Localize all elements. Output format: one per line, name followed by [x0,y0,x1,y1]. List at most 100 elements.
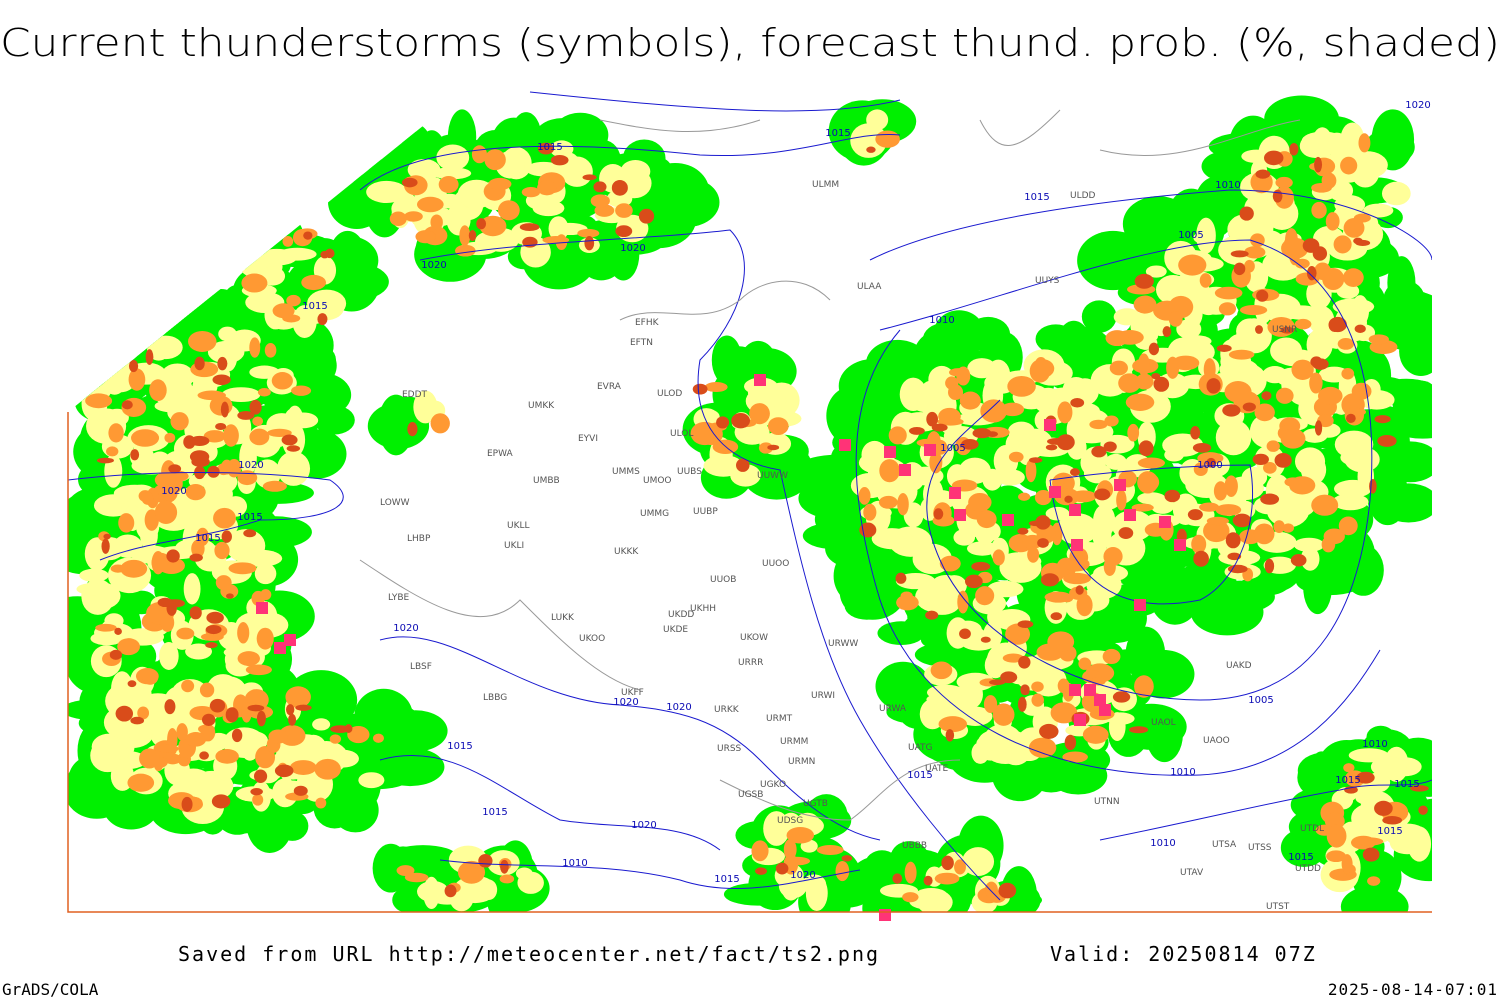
shade-cell [181,679,195,693]
station-label: UMMS [612,467,640,477]
station-label: UKLI [504,541,524,551]
shade-cell [185,483,206,501]
shade-cell [212,374,231,386]
station-label: UMBB [533,476,560,486]
shade-cell [274,764,294,778]
shade-cell [160,613,175,632]
isobar-label: 1005 [1178,230,1203,241]
shade-cell [542,236,570,244]
shade-cell [1194,587,1236,626]
shade-cell [430,413,450,434]
shade-cell [1104,415,1119,427]
shade-cell [1028,737,1057,758]
shade-cell [1344,151,1388,179]
shade-cell [288,713,297,726]
shade-cell [430,214,443,231]
station-label: LHBP [407,534,431,544]
shade-cell [1128,726,1149,734]
shade-cell [130,716,145,725]
station-label: UKHH [690,604,716,614]
shade-cell [1203,519,1230,543]
station-label: UTAV [1180,868,1204,878]
shade-cell [372,733,384,743]
shade-cell [1216,344,1232,352]
shade-cell [1312,358,1329,370]
shade-cell [1227,564,1248,574]
shade-cell [1178,254,1207,276]
shade-cell [252,416,264,427]
shade-cell [767,417,789,436]
shade-cell [1153,376,1170,392]
shade-cell [1363,203,1394,218]
station-label: UUYS [1035,276,1060,286]
shade-cell [199,682,215,698]
isobar-label: 1000 [1197,460,1222,471]
shade-cell [484,149,506,171]
shade-cell [1057,678,1070,694]
shade-cell [1070,490,1097,503]
shade-cell [1050,612,1063,621]
shade-cell [415,230,436,244]
station-label: UDSG [777,816,803,826]
shade-cell [584,235,595,251]
shade-cell [191,456,210,468]
shade-cell [1190,426,1201,440]
isobar-label: 1020 [613,697,638,708]
shade-cell [1255,325,1263,334]
station-label: UMMG [640,509,669,519]
shade-cell [957,590,969,614]
shade-cell [1291,359,1314,380]
shade-cell [594,204,615,217]
shade-cell [194,356,205,371]
shade-cell [606,189,633,208]
shade-cell [931,423,948,432]
shade-cell [180,499,217,521]
isobar-label: 1005 [940,443,965,454]
shade-cell [120,559,148,578]
shade-cell [1274,452,1292,468]
shade-cell [139,748,160,769]
shade-cell [247,704,265,712]
isobar [439,859,861,890]
shade-cell [137,706,150,720]
shade-cell [1033,387,1064,414]
shade-cell [959,628,971,639]
station-label: URWW [828,639,858,649]
shade-cell [226,593,234,599]
shade-cell [866,146,876,153]
shade-cell [280,331,324,380]
shade-cell [749,403,770,425]
shade-cell [964,574,983,589]
shade-cell [1017,696,1027,712]
storm [1159,516,1171,528]
shade-cell [205,642,218,649]
shade-cell [1062,751,1088,763]
shade-cell [1273,520,1285,534]
shade-cell [1109,360,1128,376]
shade-cell [1125,626,1166,680]
shade-cell [1259,293,1301,322]
shade-cell [407,422,418,437]
shade-cell [976,510,997,529]
shade-cell [515,867,533,880]
station-label: ULOL [670,429,693,439]
shade-cell [1253,523,1275,545]
shade-cell [593,181,607,193]
shade-cell [201,713,216,726]
shade-cell [1354,324,1366,334]
shade-cell [751,840,769,862]
shade-cell [888,426,907,445]
shade-cell [188,330,217,352]
shade-cell [111,671,134,708]
shade-cell [923,478,944,510]
isobar [855,329,1381,776]
shade-cell [150,389,163,400]
shade-cell [1018,492,1031,501]
shade-cell [550,154,569,166]
shade-cell [971,561,991,572]
shade-cell [1164,489,1181,503]
shade-cell [1242,402,1256,412]
shade-cell [211,794,231,809]
shade-cell [228,562,257,575]
shade-cell [1343,268,1364,287]
